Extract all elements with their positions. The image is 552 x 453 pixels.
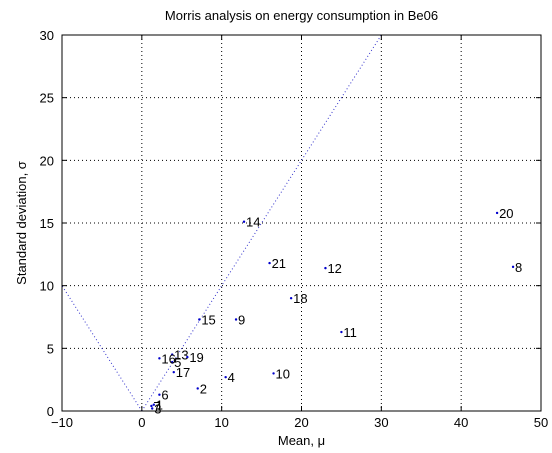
grid-layer [62,35,541,411]
y-tick-label: 30 [40,28,54,43]
data-point [234,318,238,321]
data-point-label: 15 [201,313,215,328]
data-point [196,387,199,390]
data-point-label: 13 [174,348,188,363]
data-point-label: 9 [238,313,245,328]
data-point-label: 16 [161,351,175,366]
data-point [289,297,293,300]
data-point-label: 20 [499,206,513,221]
x-tick-label: 20 [294,415,308,430]
data-point [150,404,153,408]
y-tick-label: 25 [40,91,54,106]
x-tick-label: 0 [138,415,145,430]
data-point [170,353,174,356]
y-tick-label: 5 [47,341,54,356]
data-point [186,355,189,359]
data-point [158,393,161,396]
data-point [172,370,175,374]
data-point [272,372,275,375]
data-point-label: 11 [343,325,357,340]
data-point-label: 19 [189,350,203,365]
x-tick-label: 40 [454,415,468,430]
x-tick-label: 10 [214,415,228,430]
data-point [324,266,327,270]
data-point-label: 7 [153,399,160,414]
y-tick-label: 20 [40,153,54,168]
data-point-label: 2 [200,381,207,396]
data-point [268,261,271,265]
y-tick-label: 10 [40,279,54,294]
reference-line [61,285,143,412]
x-tick-label: 50 [534,415,548,430]
chart-title: Morris analysis on energy consumption in… [165,8,438,23]
data-point-label: 3 [154,401,161,416]
data-point [152,403,156,406]
data-point-label: 6 [161,388,168,403]
data-point-label: 10 [276,366,290,381]
data-point [151,407,154,410]
data-point-label: 14 [246,215,260,230]
x-tick-label: 30 [374,415,388,430]
data-point [158,357,161,360]
y-axis-label: Standard deviation, σ [14,161,29,285]
y-tick-label: 0 [47,404,54,419]
x-tick-label: −10 [51,415,73,430]
data-point [170,360,174,364]
data-point [340,330,343,334]
data-point-label: 12 [327,261,341,276]
y-tick-label: 15 [40,216,54,231]
data-point [198,318,201,321]
reference-lines [61,34,382,412]
data-point-label: 21 [272,256,286,271]
data-point-label: 17 [176,365,190,380]
data-point-label: 18 [293,291,307,306]
x-axis-label: Mean, μ [278,433,325,448]
data-point [495,211,499,215]
data-point [511,265,515,269]
data-point [224,375,227,379]
data-point-label: 4 [228,370,235,385]
data-point-label: 5 [174,355,181,370]
data-point-label: 8 [515,260,522,275]
data-point [242,220,246,223]
reference-line [141,34,382,412]
data-point-label: 1 [156,398,163,413]
